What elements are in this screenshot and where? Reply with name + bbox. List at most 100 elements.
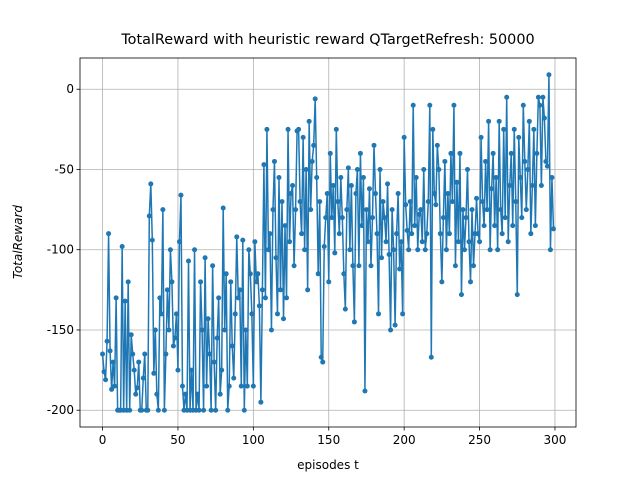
point — [460, 207, 466, 213]
point — [287, 239, 293, 245]
point — [391, 247, 397, 253]
point — [167, 247, 173, 253]
x-tick-label: 150 — [317, 433, 340, 447]
point — [119, 244, 125, 250]
point — [469, 207, 475, 213]
point — [182, 391, 188, 397]
point — [258, 399, 264, 405]
point — [237, 287, 243, 293]
point — [404, 227, 410, 233]
point — [271, 158, 277, 164]
point — [326, 279, 332, 285]
point — [425, 199, 431, 205]
point — [125, 279, 131, 285]
point — [323, 215, 329, 221]
point — [394, 231, 400, 237]
point — [152, 327, 158, 333]
point — [202, 255, 208, 261]
point — [204, 383, 210, 389]
point — [430, 126, 436, 132]
point — [480, 199, 486, 205]
y-tick-label: 0 — [66, 82, 74, 96]
point — [210, 263, 216, 269]
point — [309, 158, 315, 164]
point — [351, 319, 357, 325]
point — [537, 102, 543, 108]
point — [249, 311, 255, 317]
point — [327, 150, 333, 156]
y-axis-label: TotalReward — [11, 205, 25, 279]
point — [158, 311, 164, 317]
plot-frame — [79, 57, 577, 428]
point — [305, 287, 311, 293]
point — [166, 327, 172, 333]
point — [154, 391, 160, 397]
point — [284, 295, 290, 301]
point — [246, 247, 252, 253]
point — [241, 407, 247, 413]
point — [235, 295, 241, 301]
point — [522, 158, 528, 164]
point — [516, 134, 522, 140]
point — [397, 266, 403, 272]
point — [130, 351, 136, 357]
point — [454, 179, 460, 185]
point — [445, 191, 451, 197]
point — [369, 215, 375, 221]
point — [507, 183, 513, 189]
point — [136, 359, 142, 365]
point — [433, 202, 439, 208]
point — [104, 338, 110, 344]
point — [531, 126, 537, 132]
point — [106, 231, 112, 237]
point — [335, 199, 341, 205]
point — [356, 263, 362, 269]
point — [109, 386, 115, 392]
point — [261, 162, 267, 168]
point — [478, 134, 484, 140]
point — [103, 377, 109, 383]
point — [484, 207, 490, 213]
point — [101, 369, 107, 375]
point — [353, 191, 359, 197]
point — [534, 150, 540, 156]
point — [317, 199, 323, 205]
point — [314, 174, 320, 180]
point — [259, 287, 265, 293]
point — [234, 234, 240, 240]
point — [223, 271, 229, 277]
point — [360, 174, 366, 180]
point — [255, 271, 261, 277]
point — [442, 158, 448, 164]
point — [324, 191, 330, 197]
point — [192, 247, 198, 253]
point — [161, 407, 167, 413]
point — [291, 263, 297, 269]
point — [157, 295, 163, 301]
point — [427, 102, 433, 108]
point — [226, 383, 232, 389]
point — [535, 94, 541, 100]
point — [243, 327, 249, 333]
point — [344, 207, 350, 213]
y-tick-label: -100 — [47, 243, 74, 257]
point — [160, 207, 166, 213]
y-tick-label: -200 — [47, 403, 74, 417]
point — [547, 247, 553, 253]
point — [139, 407, 145, 413]
point — [505, 239, 511, 245]
point — [544, 163, 550, 169]
x-tick-label: 100 — [242, 433, 265, 447]
point — [400, 311, 406, 317]
x-tick-label: 0 — [99, 433, 107, 447]
point — [362, 388, 368, 394]
point — [511, 126, 517, 132]
point — [457, 150, 463, 156]
point — [250, 383, 256, 389]
point — [282, 223, 288, 229]
point — [264, 126, 270, 132]
point — [540, 94, 546, 100]
point — [493, 174, 499, 180]
point — [496, 118, 502, 124]
point — [377, 166, 383, 172]
